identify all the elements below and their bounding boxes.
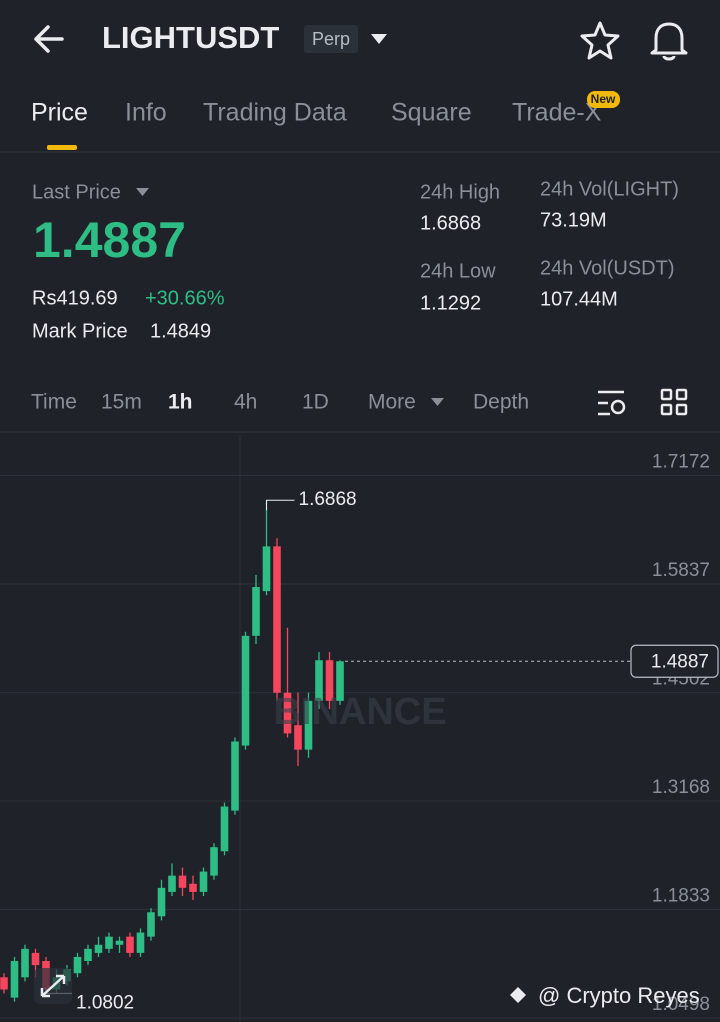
- symbol: LIGHTUSDT: [102, 20, 279, 55]
- candle-body: [252, 587, 260, 636]
- favorite-button[interactable]: [580, 21, 620, 60]
- stat-label: 24h Vol(USDT): [540, 257, 675, 279]
- candle-body: [115, 940, 124, 945]
- perp-badge: Perp: [312, 29, 350, 49]
- more-dropdown[interactable]: [431, 398, 444, 406]
- last-price-box: [630, 644, 719, 678]
- indicator-settings[interactable]: [598, 390, 626, 416]
- tab[interactable]: Trading Data: [203, 99, 347, 127]
- candle-body: [73, 956, 82, 974]
- footer: @ Crypto Reyes: [538, 983, 700, 1008]
- footer-logo: [510, 987, 526, 1003]
- interval[interactable]: 1D: [302, 391, 329, 414]
- last-price-dropdown[interactable]: [136, 188, 149, 196]
- candle-body: [220, 806, 229, 852]
- candle-body: [147, 912, 155, 937]
- low-marker-label: 1.0802: [76, 992, 134, 1013]
- mark-price: 1.4849: [150, 320, 211, 342]
- candle-body: [336, 661, 344, 701]
- candle-body: [0, 977, 8, 990]
- candle-body: [136, 932, 145, 953]
- tab[interactable]: Trade-X: [512, 99, 602, 127]
- candle-body: [315, 660, 323, 701]
- candle-body: [126, 936, 134, 953]
- last-price-label: 1.4887: [651, 651, 709, 672]
- last-price-label[interactable]: Last Price: [32, 181, 121, 203]
- candle-body: [157, 887, 166, 917]
- watermark: BINANCE: [273, 691, 446, 733]
- candle-body: [105, 936, 113, 949]
- candle-body: [178, 875, 187, 888]
- interval[interactable]: 15m: [101, 391, 142, 414]
- interval[interactable]: Time: [31, 391, 77, 414]
- fullscreen-button[interactable]: [34, 968, 72, 1004]
- tab[interactable]: Info: [125, 99, 167, 127]
- stat-value: 107.44M: [540, 288, 618, 310]
- chart: 1.04981.18331.31681.45021.58371.71721.68…: [0, 452, 720, 1019]
- high-marker-label: 1.6868: [299, 489, 357, 510]
- candle-body: [84, 948, 92, 962]
- candle-body: [21, 948, 29, 978]
- candle-body: [210, 847, 218, 876]
- candle-body: [273, 546, 281, 693]
- stat-label: 24h Low: [420, 260, 496, 282]
- y-tick-label: 1.3168: [652, 777, 710, 798]
- mark-price-label: Mark Price: [32, 320, 128, 342]
- interval[interactable]: 4h: [234, 391, 257, 414]
- candle-body: [304, 700, 313, 750]
- candle-body: [94, 944, 103, 953]
- candle-body: [231, 741, 239, 811]
- high-marker-line: [266, 499, 295, 511]
- candle-body: [325, 660, 334, 701]
- stat-value: 1.6868: [420, 212, 481, 234]
- last-price: 1.4887: [33, 212, 186, 268]
- interval[interactable]: More: [368, 391, 416, 414]
- new-badge-bg: [587, 91, 620, 108]
- y-tick-label: 1.0498: [652, 994, 710, 1015]
- stat-label: 24h High: [420, 181, 500, 203]
- interval[interactable]: Depth: [473, 391, 529, 414]
- y-tick-label: 1.7172: [652, 452, 710, 473]
- new-badge: New: [591, 92, 616, 106]
- layout-button[interactable]: [660, 388, 688, 416]
- back-button[interactable]: [34, 25, 64, 53]
- active-tab-indicator: [47, 145, 77, 150]
- interval[interactable]: 1h: [168, 391, 193, 414]
- tab[interactable]: Price: [31, 99, 88, 127]
- y-tick-label: 1.1833: [652, 886, 710, 907]
- candle-body: [31, 952, 40, 966]
- stat-value: 1.1292: [420, 292, 481, 314]
- stat-value: 73.19M: [540, 209, 607, 231]
- candle-body: [10, 961, 19, 998]
- symbol-dropdown[interactable]: [371, 34, 387, 44]
- candle-body: [283, 692, 292, 734]
- stat-label: 24h Vol(LIGHT): [540, 178, 679, 200]
- y-tick-label: 1.5837: [652, 560, 710, 581]
- badge-bg: [304, 25, 358, 53]
- fiat-price: Rs419.69: [32, 287, 118, 309]
- price-change: +30.66%: [145, 287, 225, 309]
- candle-body: [241, 635, 250, 746]
- candle-body: [189, 883, 197, 892]
- tab[interactable]: Square: [391, 99, 472, 127]
- candle-body: [168, 875, 176, 892]
- candle-body: [262, 546, 271, 592]
- candle-body: [294, 725, 302, 750]
- candle-body: [199, 871, 208, 892]
- notification-button[interactable]: [650, 22, 688, 61]
